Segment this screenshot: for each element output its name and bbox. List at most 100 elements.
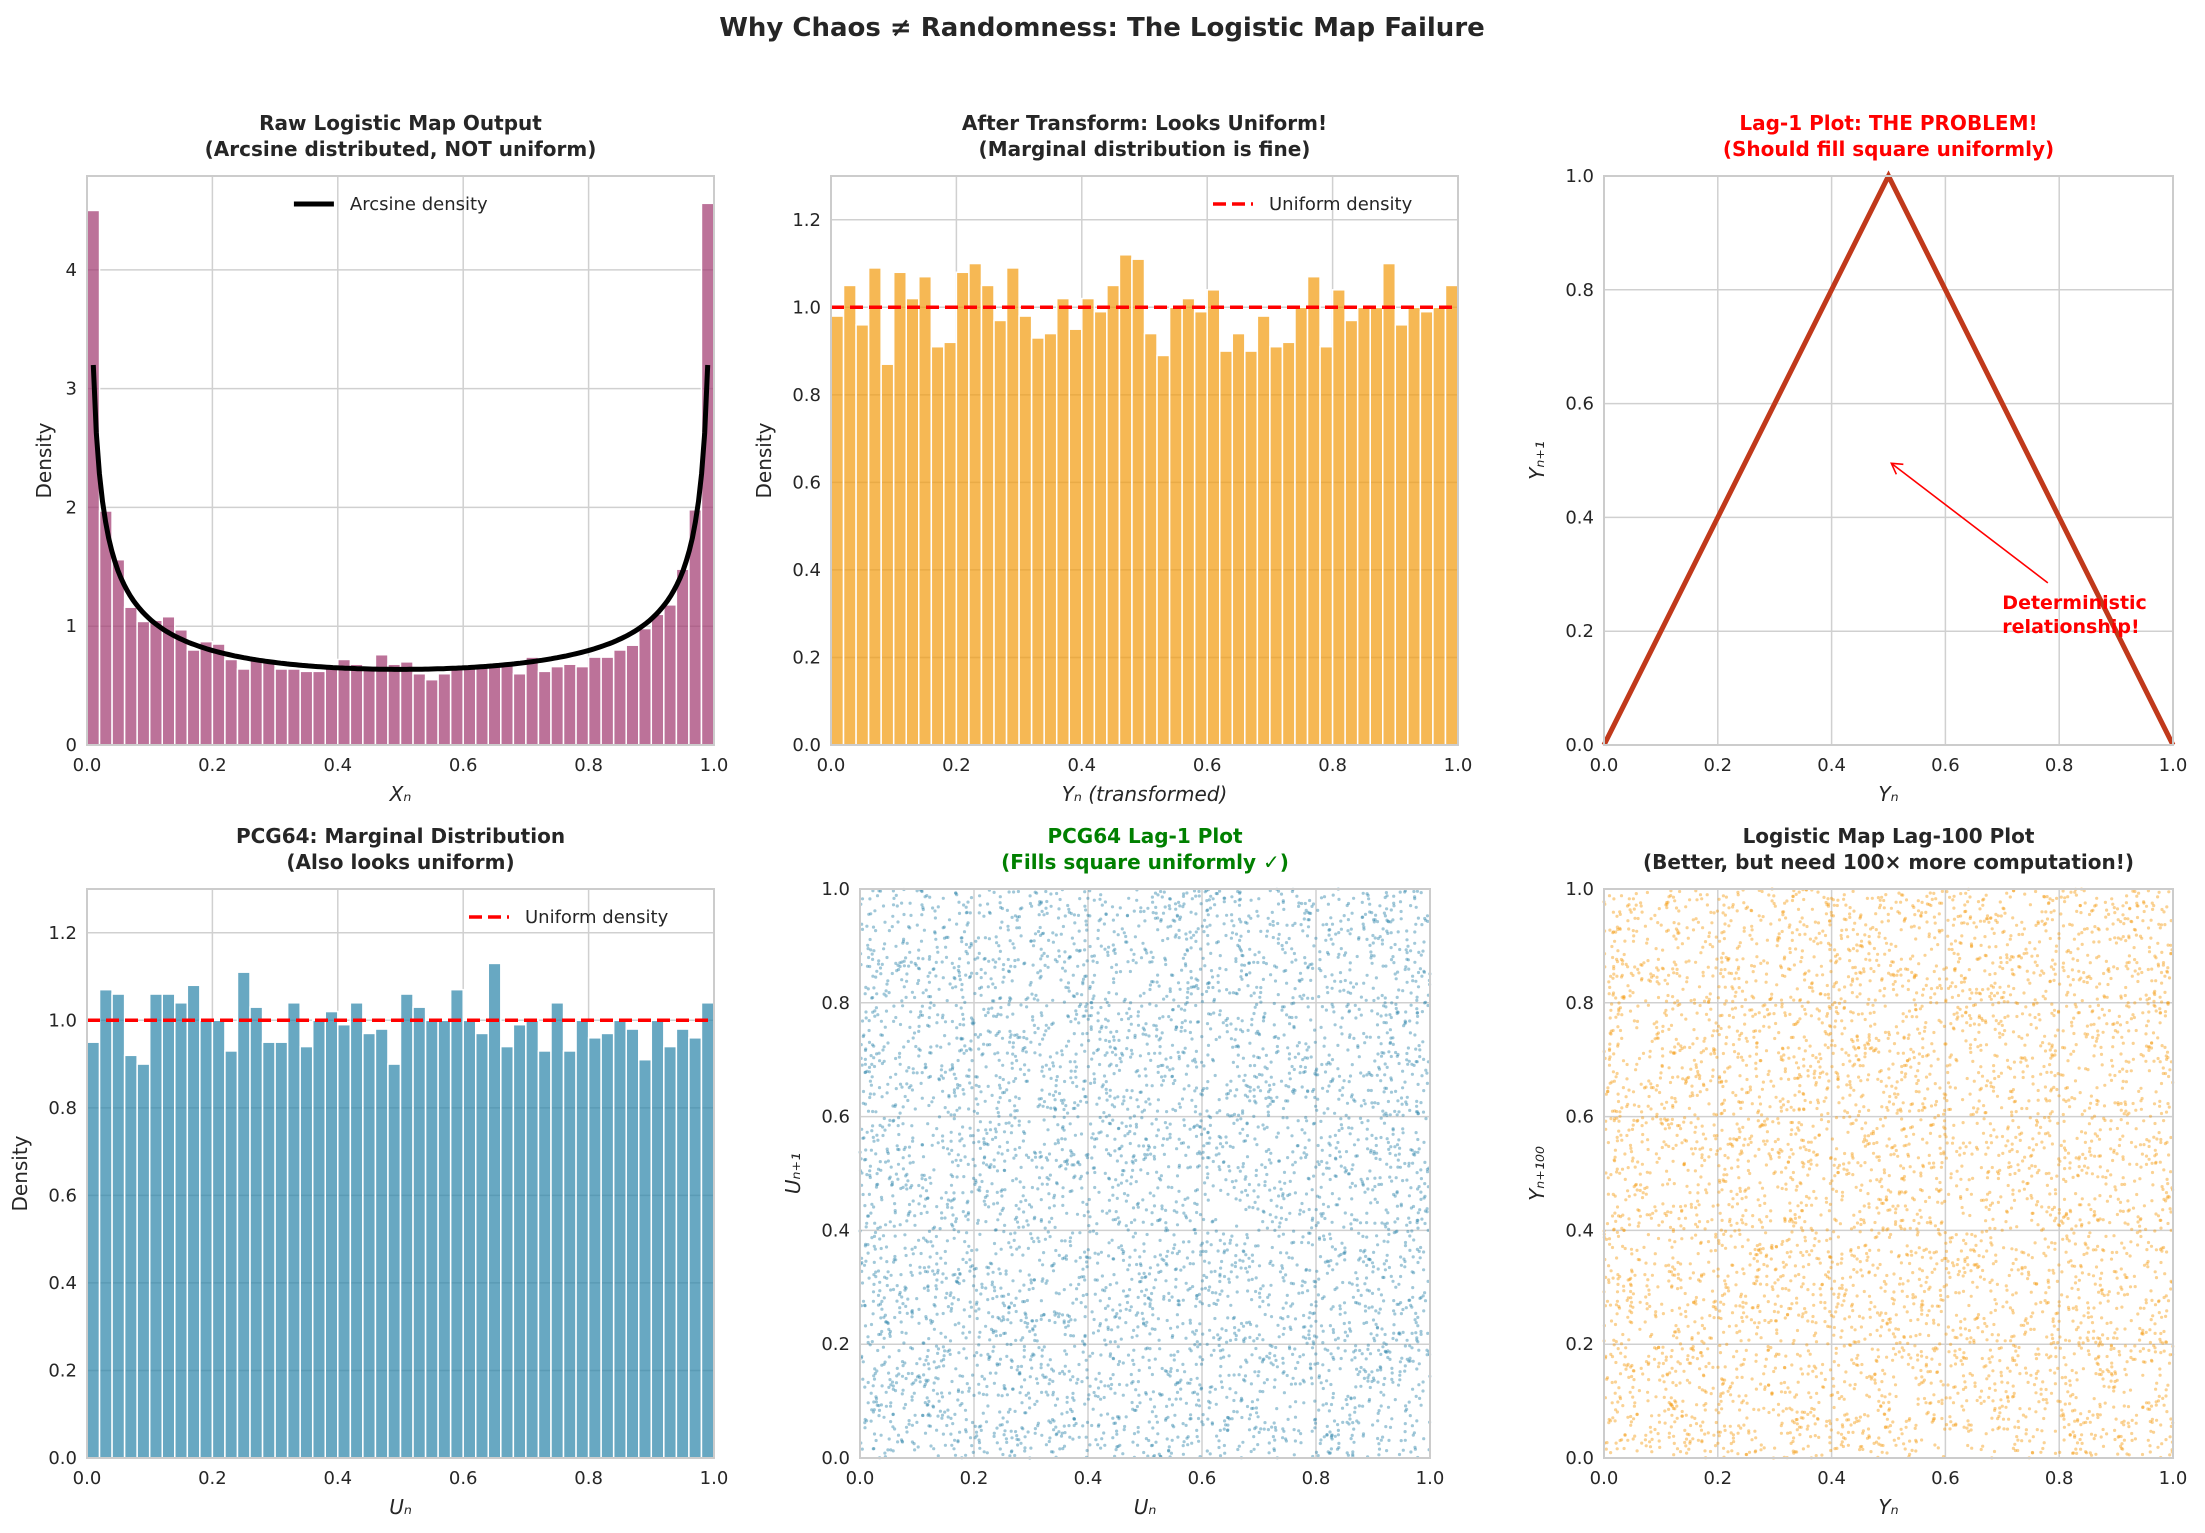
scatter-point xyxy=(1200,1279,1204,1283)
scatter-point xyxy=(1079,1301,1083,1305)
scatter-point xyxy=(875,992,879,996)
scatter-point xyxy=(1186,1145,1191,1149)
scatter-point xyxy=(1171,1107,1175,1111)
scatter-point xyxy=(926,974,930,978)
scatter-point xyxy=(1081,1014,1085,1018)
scatter-point xyxy=(1194,1060,1198,1064)
scatter-point xyxy=(1218,1274,1222,1278)
scatter-point xyxy=(1425,1207,1429,1211)
scatter-point xyxy=(1048,1358,1052,1362)
scatter-point xyxy=(935,1044,939,1048)
scatter-point xyxy=(894,1103,898,1107)
scatter-point xyxy=(1305,1341,1309,1345)
scatter-point xyxy=(1153,1357,1157,1361)
scatter-point xyxy=(1146,1148,1150,1152)
scatter-point xyxy=(1385,1065,1389,1069)
scatter-point xyxy=(1152,1023,1156,1027)
scatter-point xyxy=(1241,1111,1245,1115)
scatter-point xyxy=(933,909,937,913)
scatter-point xyxy=(1173,902,1178,906)
scatter-point xyxy=(1271,923,1275,927)
scatter-point xyxy=(1037,1239,1041,1244)
scatter-point xyxy=(1356,1288,1360,1293)
scatter-point xyxy=(1326,902,1330,906)
scatter-point xyxy=(1239,969,1244,973)
scatter-point xyxy=(911,1036,915,1040)
scatter-point xyxy=(1239,1365,1243,1369)
scatter-point xyxy=(878,1280,882,1284)
scatter-point xyxy=(1405,1338,1409,1342)
scatter-point xyxy=(890,1380,895,1384)
scatter-point xyxy=(1306,925,1311,929)
scatter-point xyxy=(977,1425,981,1429)
scatter-point xyxy=(1186,1435,1190,1439)
scatter-point xyxy=(1370,1379,1374,1384)
scatter-point xyxy=(1027,1273,1031,1277)
scatter-point xyxy=(942,1354,946,1358)
scatter-point xyxy=(1053,1225,1057,1229)
scatter-point xyxy=(907,1211,911,1215)
scatter-point xyxy=(1416,1014,1420,1019)
scatter-point xyxy=(1355,954,1359,959)
scatter-point xyxy=(1271,935,1275,940)
scatter-point xyxy=(1224,933,1228,938)
scatter-point xyxy=(903,1288,907,1292)
scatter-point xyxy=(1415,1171,1419,1175)
scatter-point xyxy=(1073,1101,1077,1105)
scatter-point xyxy=(1327,1166,1331,1170)
scatter-point xyxy=(900,901,904,905)
scatter-point xyxy=(1068,1060,1072,1064)
scatter-point xyxy=(1274,1215,1278,1219)
scatter-point xyxy=(1310,1218,1314,1222)
scatter-point xyxy=(968,1269,972,1273)
scatter-point xyxy=(871,1109,875,1114)
scatter-point xyxy=(958,1139,962,1143)
scatter-point xyxy=(1121,1361,1125,1365)
scatter-point xyxy=(1338,971,1343,975)
scatter-point xyxy=(1151,955,1155,960)
scatter-point xyxy=(1406,958,1410,962)
scatter-point xyxy=(1006,1292,1011,1296)
scatter-point xyxy=(985,1163,989,1167)
scatter-point xyxy=(1397,1302,1401,1306)
scatter-point xyxy=(1208,1123,1212,1127)
scatter-point xyxy=(910,1310,914,1314)
scatter-point xyxy=(1277,1225,1281,1229)
scatter-point xyxy=(922,1173,926,1177)
scatter-point xyxy=(1156,1098,1160,1102)
scatter-point xyxy=(1365,1035,1369,1039)
scatter-point xyxy=(1142,1271,1146,1275)
scatter-point xyxy=(1326,1107,1330,1111)
scatter-point xyxy=(1184,1153,1188,1157)
scatter-point xyxy=(1083,1315,1087,1319)
y-tick-label: 0.4 xyxy=(1565,507,1594,528)
scatter-point xyxy=(1365,1073,1369,1077)
scatter-point xyxy=(1011,1387,1015,1391)
scatter-point xyxy=(1203,890,1207,894)
scatter-point xyxy=(1268,1213,1272,1217)
scatter-point xyxy=(878,1160,882,1164)
x-tick-label: 0.8 xyxy=(2045,755,2074,776)
scatter-point xyxy=(1049,1106,1053,1110)
scatter-point xyxy=(977,1438,981,1442)
scatter-point xyxy=(1203,918,1207,922)
scatter-point xyxy=(1378,935,1382,939)
scatter-point xyxy=(1120,1248,1124,1252)
scatter-point xyxy=(1132,1114,1136,1118)
scatter-point xyxy=(986,985,990,989)
scatter-point xyxy=(1323,1260,1327,1264)
scatter-point xyxy=(943,1070,948,1074)
scatter-point xyxy=(920,1004,925,1008)
scatter-point xyxy=(1331,1355,1335,1359)
scatter-point xyxy=(1413,941,1417,945)
scatter-point xyxy=(978,1033,983,1037)
scatter-point xyxy=(1307,1177,1311,1181)
scatter-point xyxy=(946,1147,950,1151)
scatter-point xyxy=(1182,1051,1186,1055)
scatter-point xyxy=(1205,925,1209,929)
scatter-point xyxy=(1417,1147,1421,1151)
scatter-point xyxy=(942,1357,946,1362)
scatter-point xyxy=(1106,950,1110,954)
scatter-point xyxy=(883,1313,888,1317)
scatter-point xyxy=(1155,980,1159,984)
